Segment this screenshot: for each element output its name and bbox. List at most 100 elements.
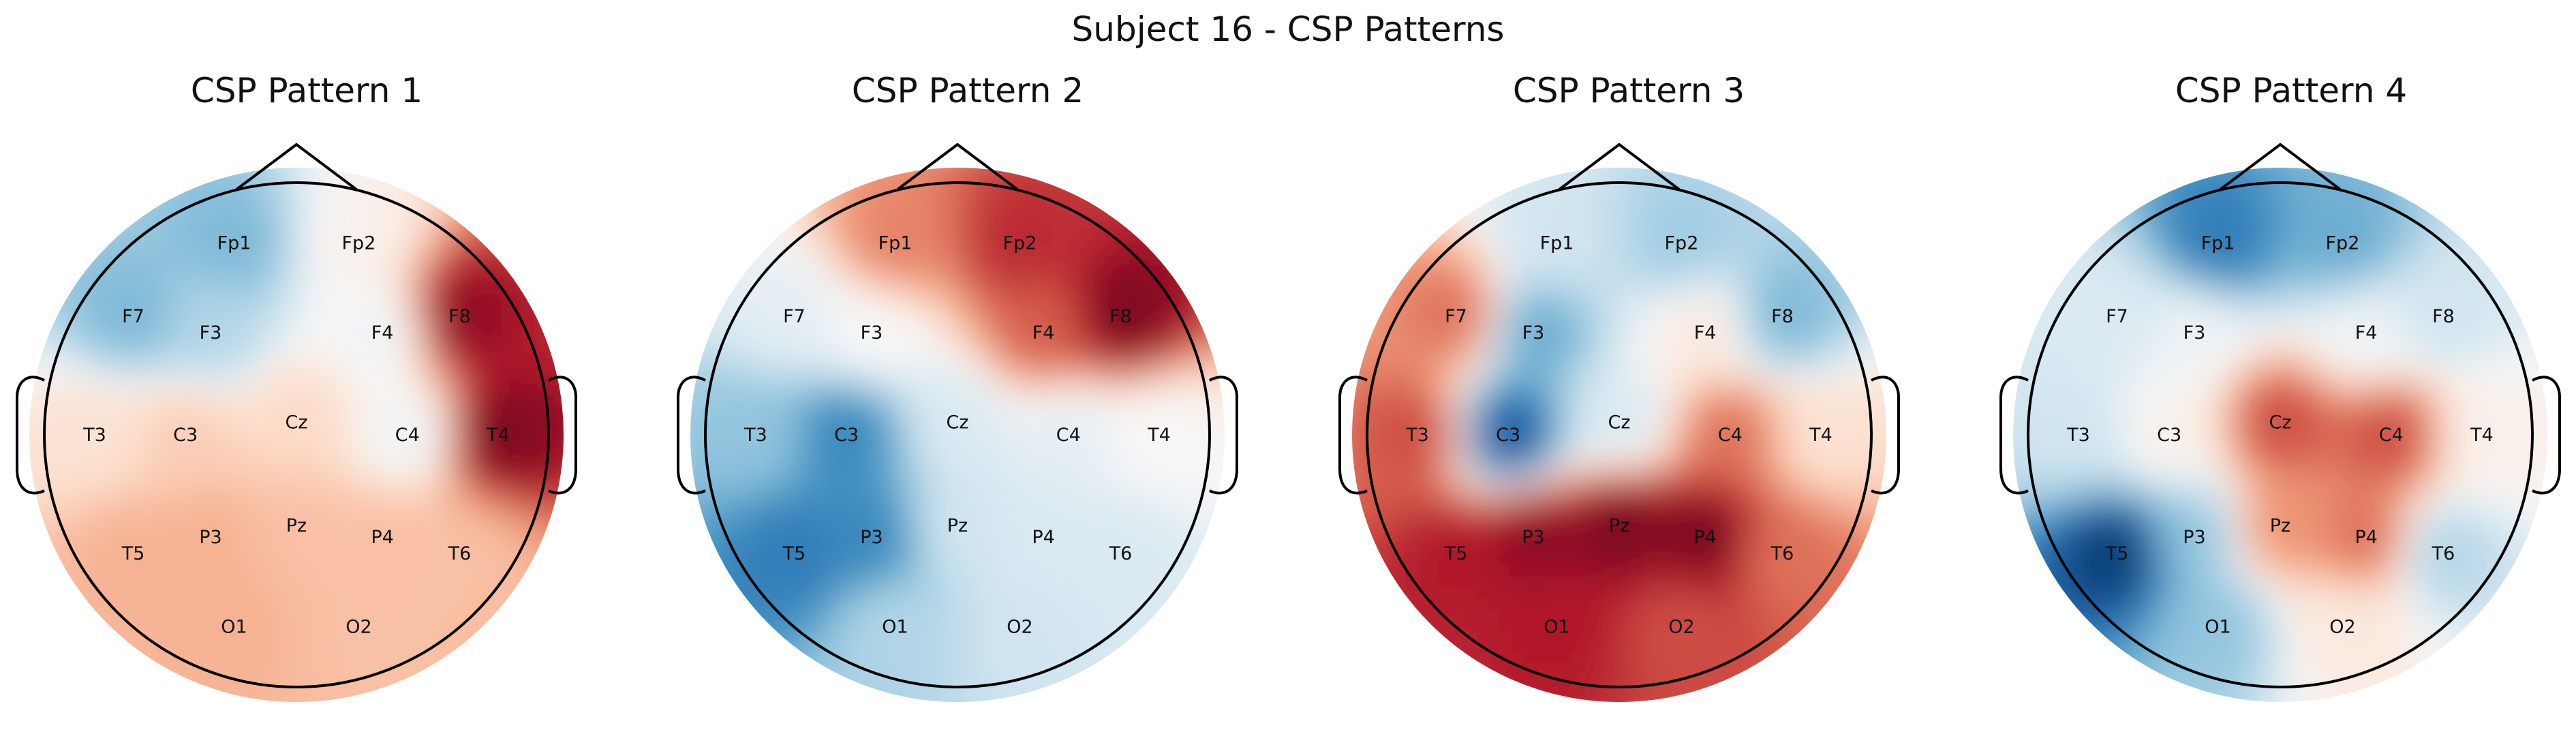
nose	[1558, 142, 1681, 191]
electrode-label-c4: C4	[1718, 425, 1743, 446]
electrode-label-t3: T3	[82, 425, 106, 446]
electrode-label-t3: T3	[2066, 425, 2090, 446]
electrode-label-f8: F8	[448, 306, 471, 327]
electrode-label-p4: P4	[2355, 527, 2377, 548]
electrode-label-c4: C4	[2379, 425, 2404, 446]
electrode-label-f4: F4	[2355, 322, 2378, 344]
electrode-label-pz: Pz	[286, 515, 307, 536]
electrode-label-f7: F7	[1445, 306, 1467, 327]
electrode-label-f7: F7	[122, 306, 144, 327]
electrode-label-o2: O2	[2329, 617, 2355, 638]
panel-title-2: CSP Pattern 2	[851, 71, 1084, 110]
electrode-label-cz: Cz	[1608, 412, 1630, 433]
electrode-label-p3: P3	[199, 527, 221, 548]
right-ear	[1209, 376, 1238, 495]
electrode-label-p4: P4	[371, 527, 393, 548]
electrode-label-t6: T6	[2432, 543, 2455, 564]
right-ear	[2532, 376, 2561, 495]
electrode-label-t6: T6	[448, 543, 472, 564]
electrode-label-cz: Cz	[946, 412, 968, 433]
electrode-label-p3: P3	[1522, 527, 1544, 548]
electrode-label-t5: T5	[121, 543, 145, 564]
electrode-label-p3: P3	[860, 527, 883, 548]
electrode-label-cz: Cz	[285, 412, 307, 433]
electrode-label-f4: F4	[1032, 322, 1055, 344]
electrode-label-f7: F7	[783, 306, 806, 327]
electrode-label-pz: Pz	[2270, 515, 2290, 536]
panel-title-4: CSP Pattern 4	[2175, 71, 2408, 110]
electrode-label-t5: T5	[1444, 543, 1468, 564]
electrode-label-fp1: Fp1	[217, 232, 251, 254]
electrode-label-o1: O1	[1544, 617, 1569, 638]
electrode-label-o1: O1	[2205, 617, 2230, 638]
electrode-label-c4: C4	[395, 425, 420, 446]
electrode-label-fp2: Fp2	[1003, 232, 1037, 254]
nose	[235, 142, 358, 191]
head-outline	[43, 181, 550, 688]
electrode-label-o1: O1	[882, 617, 908, 638]
electrode-label-p3: P3	[2183, 527, 2205, 548]
electrode-label-t3: T3	[743, 425, 767, 446]
electrode-label-fp1: Fp1	[1540, 232, 1574, 254]
electrode-label-pz: Pz	[947, 515, 968, 536]
figure-title: Subject 16 - CSP Patterns	[1071, 10, 1505, 49]
left-ear	[1338, 376, 1368, 495]
nose	[896, 142, 1019, 191]
electrode-label-f8: F8	[2432, 306, 2455, 327]
nose	[2219, 142, 2342, 191]
electrode-label-f3: F3	[1522, 322, 1545, 344]
electrode-label-fp1: Fp1	[2201, 232, 2235, 254]
electrode-label-fp1: Fp1	[878, 232, 913, 254]
electrode-label-o1: O1	[221, 617, 247, 638]
electrode-label-t4: T4	[1147, 425, 1171, 446]
electrode-label-c3: C3	[1496, 425, 1520, 446]
electrode-label-t4: T4	[1809, 425, 1833, 446]
electrode-label-t6: T6	[1109, 543, 1133, 564]
electrode-label-t4: T4	[486, 425, 510, 446]
electrode-label-f7: F7	[2106, 306, 2128, 327]
electrode-label-t4: T4	[2470, 425, 2494, 446]
electrode-label-c3: C3	[834, 425, 859, 446]
topomap-field	[690, 168, 1225, 702]
electrode-label-fp2: Fp2	[2326, 232, 2360, 254]
left-ear	[16, 376, 45, 495]
panel-title-1: CSP Pattern 1	[190, 71, 423, 110]
electrode-label-fp2: Fp2	[342, 232, 376, 254]
right-ear	[1871, 376, 1900, 495]
topomap-2: Fp1 Fp2 F7 F3 F4 F8 T3 C3 Cz C4 T4 T5 P3 Pz P4 T6 O1 O2	[677, 142, 1238, 702]
electrode-label-pz: Pz	[1609, 515, 1629, 536]
right-ear	[548, 376, 577, 495]
electrode-label-c3: C3	[173, 425, 198, 446]
electrode-label-cz: Cz	[2269, 412, 2291, 433]
head-outline	[704, 181, 1211, 688]
topomap-3: Fp1 Fp2 F7 F3 F4 F8 T3 C3 Cz C4 T4 T5 P3 Pz P4 T6 O1 O2	[1338, 142, 1900, 702]
electrode-label-o2: O2	[1668, 617, 1694, 638]
head-outline	[1366, 181, 1873, 688]
electrode-label-f4: F4	[1694, 322, 1717, 344]
electrode-label-f8: F8	[1109, 306, 1132, 327]
electrode-label-p4: P4	[1693, 527, 1716, 548]
electrode-label-f3: F3	[200, 322, 222, 344]
electrode-label-c3: C3	[2157, 425, 2181, 446]
electrode-label-t5: T5	[782, 543, 806, 564]
electrode-label-c4: C4	[1056, 425, 1081, 446]
left-ear	[1999, 376, 2029, 495]
topomap-4: Fp1 Fp2 F7 F3 F4 F8 T3 C3 Cz C4 T4 T5 P3 Pz P4 T6 O1 O2	[1999, 142, 2561, 702]
electrode-label-t6: T6	[1770, 543, 1794, 564]
electrode-label-f4: F4	[371, 322, 394, 344]
topomap-1: Fp1 Fp2 F7 F3 F4 F8 T3 C3 Cz C4 T4 T5 P3 Pz P4 T6 O1 O2	[16, 142, 577, 702]
electrode-label-t5: T5	[2105, 543, 2129, 564]
electrode-label-f8: F8	[1771, 306, 1794, 327]
left-ear	[677, 376, 706, 495]
electrode-label-fp2: Fp2	[1665, 232, 1699, 254]
electrode-label-t3: T3	[1405, 425, 1429, 446]
electrode-label-p4: P4	[1032, 527, 1054, 548]
head-outline	[2027, 181, 2534, 688]
electrode-label-o2: O2	[1007, 617, 1032, 638]
electrode-label-o2: O2	[346, 617, 371, 638]
electrode-label-f3: F3	[861, 322, 883, 344]
electrode-label-f3: F3	[2183, 322, 2206, 344]
panel-title-3: CSP Pattern 3	[1512, 71, 1745, 110]
